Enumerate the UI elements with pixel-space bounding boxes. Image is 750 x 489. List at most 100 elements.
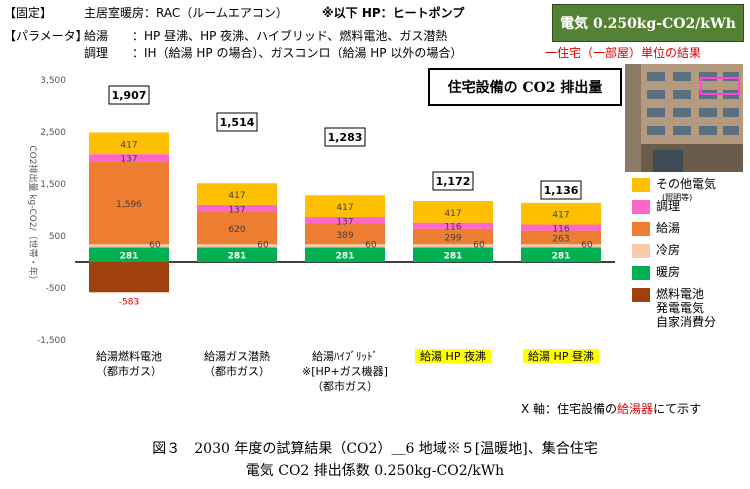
legend-swatch bbox=[632, 222, 650, 236]
header-note: ※以下 HP：ヒートポンプ bbox=[322, 6, 465, 20]
data-label-heating: 281 bbox=[444, 252, 463, 262]
bar-segment-hotwater bbox=[521, 230, 601, 245]
data-label-hotwater: 299 bbox=[444, 233, 461, 243]
data-label-cooling: 60 bbox=[365, 240, 377, 250]
header-param-label: 【パラメータ】 bbox=[4, 29, 88, 43]
y-tick-label: 500 bbox=[49, 232, 66, 242]
legend-item-fuelcell: 燃料電池 発電電気 自家消費分 bbox=[632, 286, 750, 334]
header-fixed-text: 主居室暖房：RAC（ルームエアコン） bbox=[84, 6, 288, 20]
header-row2-value: ：IH（給湯 HP の場合）、ガスコンロ（給湯 HP 以外の場合） bbox=[132, 46, 463, 60]
legend-item-cooling: 冷房 bbox=[632, 242, 750, 264]
x-note-suffix: にて示す bbox=[653, 402, 702, 416]
total-box bbox=[540, 180, 582, 200]
legend-swatch bbox=[632, 288, 650, 302]
data-label-cooking: 137 bbox=[120, 155, 137, 165]
total-box bbox=[108, 85, 150, 105]
data-label-cooking: 137 bbox=[336, 217, 353, 227]
bar-segment-hotwater bbox=[413, 228, 493, 245]
total-label: 1,907 bbox=[112, 89, 147, 102]
category-label: 給湯ガス潜熱 bbox=[204, 349, 270, 363]
category-label: 給湯 HP 夜沸 bbox=[420, 349, 486, 363]
bar-segment-cooling bbox=[305, 244, 385, 248]
legend-item-hotwater: 給湯 bbox=[632, 220, 750, 242]
legend-item-other: その他電気 (照明等) bbox=[632, 176, 750, 202]
total-box bbox=[432, 171, 474, 191]
header-row1-value: ：HP 昼沸、HP 夜沸、ハイブリッド、燃料電池、ガス潜熱 bbox=[132, 29, 448, 43]
bar-segment-cooling bbox=[521, 244, 601, 248]
bar-segment-other bbox=[89, 132, 169, 155]
y-tick-label: 1,500 bbox=[40, 180, 66, 190]
category-highlight bbox=[415, 349, 491, 363]
bar-segment-cooking bbox=[413, 222, 493, 229]
data-label-cooking: 137 bbox=[228, 205, 245, 215]
bar-segment-other bbox=[197, 183, 277, 205]
category-highlight bbox=[523, 349, 599, 363]
total-box bbox=[324, 127, 366, 147]
data-label-fuelcell: -583 bbox=[119, 297, 139, 307]
x-note-highlight: 給湯器 bbox=[617, 402, 654, 416]
category-label: 給湯 HP 昼沸 bbox=[528, 349, 594, 363]
bar-segment-heating bbox=[197, 247, 277, 262]
data-label-hotwater: 1,596 bbox=[116, 200, 142, 210]
data-label-cooking: 116 bbox=[444, 223, 461, 233]
data-label-other: 417 bbox=[336, 203, 353, 213]
legend-item-heating: 暖房 bbox=[632, 264, 750, 286]
bar-segment-other bbox=[521, 202, 601, 225]
bar-segment-cooking bbox=[89, 154, 169, 162]
data-label-other: 417 bbox=[228, 191, 245, 201]
total-label: 1,514 bbox=[220, 116, 255, 129]
total-label: 1,136 bbox=[544, 184, 579, 197]
header-row1-key: 給湯 bbox=[84, 29, 109, 43]
y-tick-label: 2,500 bbox=[40, 128, 66, 138]
legend-label: 暖房 bbox=[656, 265, 681, 279]
category-label: （都市ガス） bbox=[204, 364, 270, 378]
figure-caption-line1: 図３ 2030 年度の試算結果（CO2）＿6 地域※５[温暖地]、集合住宅 bbox=[152, 441, 598, 457]
data-label-cooking: 116 bbox=[552, 225, 569, 235]
y-tick-label: -1,500 bbox=[37, 336, 66, 346]
legend-swatch bbox=[632, 244, 650, 258]
data-label-cooling: 60 bbox=[257, 240, 269, 250]
category-label: （都市ガス） bbox=[96, 364, 162, 378]
bar-segment-hotwater bbox=[305, 224, 385, 245]
bar-segment-other bbox=[413, 201, 493, 223]
bar-segment-other bbox=[305, 195, 385, 217]
bar-segment-hotwater bbox=[197, 212, 277, 245]
data-label-cooling: 60 bbox=[473, 240, 485, 250]
data-label-hotwater: 263 bbox=[552, 234, 569, 244]
data-label-other: 417 bbox=[120, 140, 137, 150]
total-box bbox=[216, 112, 258, 132]
y-axis-label: CO2排出量 kg-CO2/（世帯・年） bbox=[27, 145, 39, 284]
electricity-factor-box: 電気 0.250kg-CO2/kWh bbox=[552, 4, 744, 42]
legend-swatch bbox=[632, 266, 650, 280]
data-label-heating: 281 bbox=[120, 252, 139, 262]
x-note-prefix: X 軸：住宅設備の bbox=[521, 402, 618, 416]
category-label: 給湯燃料電池 bbox=[96, 349, 162, 363]
bar-segment-cooking bbox=[305, 216, 385, 225]
bar-segment-cooking bbox=[197, 204, 277, 213]
unit-label: 一住宅（一部屋）単位の結果 bbox=[545, 46, 702, 60]
legend-label: 給湯 bbox=[656, 221, 681, 235]
chart-legend: その他電気 (照明等) 調理給湯冷房暖房燃料電池 発電電気 自家消費分 bbox=[632, 176, 750, 334]
data-label-heating: 281 bbox=[552, 252, 571, 262]
category-label: （都市ガス） bbox=[312, 379, 378, 393]
data-label-other: 417 bbox=[444, 209, 461, 219]
legend-label: 冷房 bbox=[656, 243, 681, 257]
data-label-hotwater: 620 bbox=[228, 225, 245, 235]
category-label: 給湯ﾊｲﾌﾞﾘｯﾄﾞ bbox=[312, 349, 378, 363]
header-fixed-label: 【固定】 bbox=[4, 6, 53, 20]
y-tick-label: -500 bbox=[46, 284, 67, 294]
legend-label: 調理 bbox=[656, 199, 681, 213]
chart-title: 住宅設備の CO2 排出量 bbox=[428, 68, 622, 106]
bar-segment-cooling bbox=[197, 244, 277, 248]
bar-segment-cooling bbox=[413, 244, 493, 248]
figure-caption-line2: 電気 CO2 排出係数 0.250kg-CO2/kWh bbox=[245, 463, 505, 479]
category-label: ※[HP+ガス機器] bbox=[302, 364, 388, 378]
bar-segment-heating bbox=[89, 247, 169, 262]
x-axis-note: X 軸：住宅設備の給湯器にて示す bbox=[521, 400, 701, 417]
header-row2-key: 調理 bbox=[84, 46, 109, 60]
data-label-cooling: 60 bbox=[149, 240, 161, 250]
apartment-building-image bbox=[625, 64, 743, 172]
bar-segment-heating bbox=[413, 247, 493, 262]
legend-label: 燃料電池 発電電気 自家消費分 bbox=[656, 287, 717, 329]
